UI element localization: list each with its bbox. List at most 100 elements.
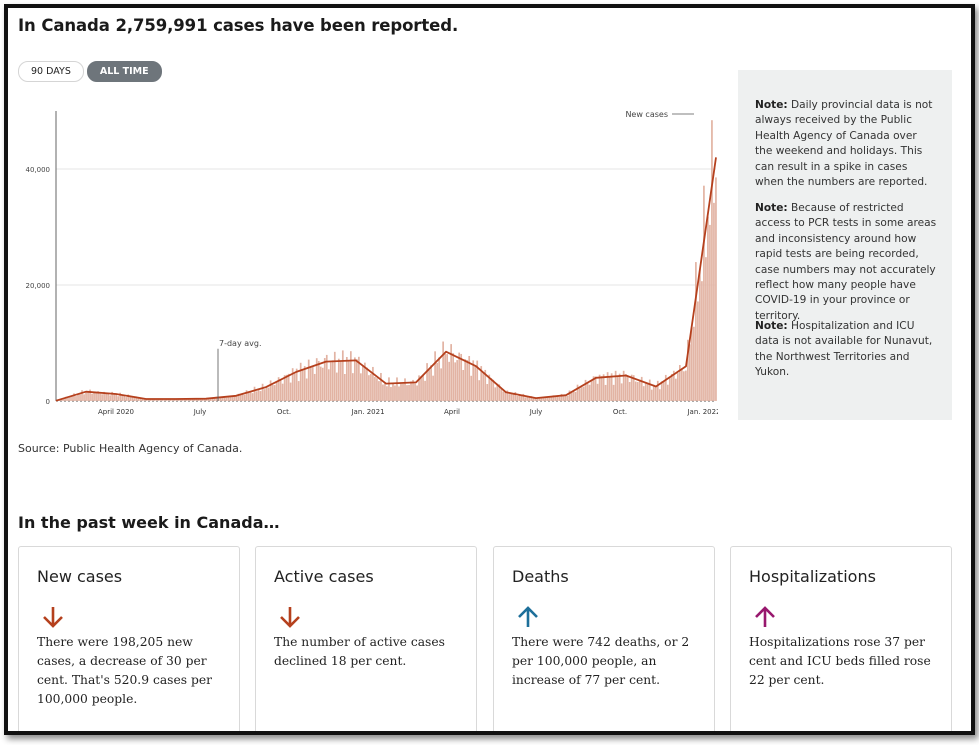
- section-title: In the past week in Canada…: [18, 513, 280, 532]
- data-bar: [666, 384, 669, 401]
- data-bar: [147, 399, 150, 401]
- data-bar: [123, 395, 126, 401]
- data-bar: [109, 395, 111, 401]
- data-bar: [662, 381, 665, 401]
- data-bar: [494, 387, 497, 401]
- data-bar: [400, 383, 402, 401]
- note-label: Note:: [755, 202, 788, 214]
- data-bar: [255, 391, 258, 401]
- data-bar: [514, 391, 517, 401]
- data-bar: [99, 393, 101, 401]
- data-bar: [596, 383, 599, 401]
- data-bar: [424, 380, 426, 401]
- data-bar: [520, 395, 523, 401]
- data-bar: [121, 395, 124, 401]
- data-bar: [508, 394, 511, 401]
- data-bar: [540, 398, 543, 401]
- data-bar: [339, 361, 342, 401]
- data-bar: [638, 379, 641, 401]
- data-bar: [468, 355, 471, 401]
- data-bar: [79, 394, 81, 401]
- data-bar: [570, 392, 573, 401]
- data-bar: [87, 392, 89, 401]
- data-bar: [687, 339, 689, 401]
- data-bar: [466, 360, 469, 401]
- data-bar: [335, 372, 338, 401]
- data-bar: [321, 367, 324, 401]
- data-bar: [452, 353, 455, 401]
- data-bar: [440, 368, 442, 401]
- data-bar: [376, 378, 378, 401]
- data-bar: [257, 389, 260, 401]
- toggle-all-time[interactable]: ALL TIME: [86, 61, 162, 82]
- data-bar: [604, 384, 607, 401]
- data-bar: [678, 364, 681, 401]
- data-bar: [446, 354, 448, 401]
- data-bar: [97, 391, 99, 401]
- card-active-cases: Active cases The number of active cases …: [255, 546, 477, 731]
- data-bar: [201, 399, 204, 401]
- data-bar: [582, 386, 585, 401]
- data-bar: [295, 368, 298, 401]
- data-bar: [261, 383, 264, 401]
- data-bar: [374, 377, 376, 401]
- y-tick-label: 40,000: [26, 166, 51, 174]
- data-bar: [155, 399, 158, 401]
- data-bar: [245, 390, 248, 401]
- data-bar: [91, 393, 93, 401]
- data-bar: [119, 392, 121, 401]
- data-bar: [77, 394, 79, 401]
- data-bar: [552, 395, 555, 401]
- data-bar: [163, 399, 166, 401]
- data-bar: [61, 399, 63, 401]
- data-bar: [544, 396, 547, 401]
- data-bar: [131, 396, 134, 401]
- data-bar: [189, 398, 192, 401]
- data-bar: [632, 375, 635, 401]
- data-bar: [83, 394, 85, 401]
- data-bar: [239, 394, 242, 401]
- data-bar: [67, 397, 69, 401]
- data-bar: [221, 397, 224, 401]
- data-bar: [486, 384, 489, 401]
- data-bar: [327, 369, 330, 401]
- data-bar: [705, 257, 707, 401]
- data-bar: [113, 394, 115, 401]
- data-bar: [422, 374, 424, 401]
- data-bar: [578, 388, 581, 401]
- data-bar: [699, 269, 701, 401]
- data-bar: [143, 398, 146, 401]
- data-bar: [283, 375, 286, 401]
- data-bar: [428, 370, 430, 401]
- data-bar: [438, 357, 440, 401]
- data-bar: [329, 362, 332, 401]
- page-frame: In Canada 2,759,991 cases have been repo…: [4, 4, 975, 735]
- data-bar: [516, 396, 519, 401]
- data-bar: [398, 386, 400, 401]
- data-bar: [331, 360, 334, 401]
- x-tick-label: Jan. 2022: [686, 408, 718, 416]
- data-bar: [502, 391, 505, 401]
- data-bar: [125, 397, 128, 401]
- data-bar: [564, 395, 567, 401]
- data-bar: [672, 370, 675, 401]
- data-bar: [317, 360, 320, 401]
- data-bar: [590, 380, 593, 401]
- note-hospitalization: Note: Hospitalization and ICU data is no…: [755, 319, 937, 381]
- up-arrow-icon: [755, 606, 775, 627]
- data-bar: [660, 381, 663, 401]
- data-bar: [289, 382, 292, 401]
- data-bar: [390, 386, 392, 401]
- data-bar: [470, 375, 473, 401]
- data-bar: [303, 366, 306, 401]
- data-bar: [313, 373, 316, 401]
- data-bar: [610, 373, 613, 401]
- data-bar: [233, 396, 236, 401]
- data-bar: [608, 376, 611, 401]
- data-bar: [299, 362, 302, 401]
- data-bar: [430, 365, 432, 401]
- data-bar: [680, 368, 683, 401]
- toggle-90-days[interactable]: 90 DAYS: [18, 61, 84, 82]
- data-bar: [127, 394, 130, 401]
- data-bar: [183, 398, 186, 401]
